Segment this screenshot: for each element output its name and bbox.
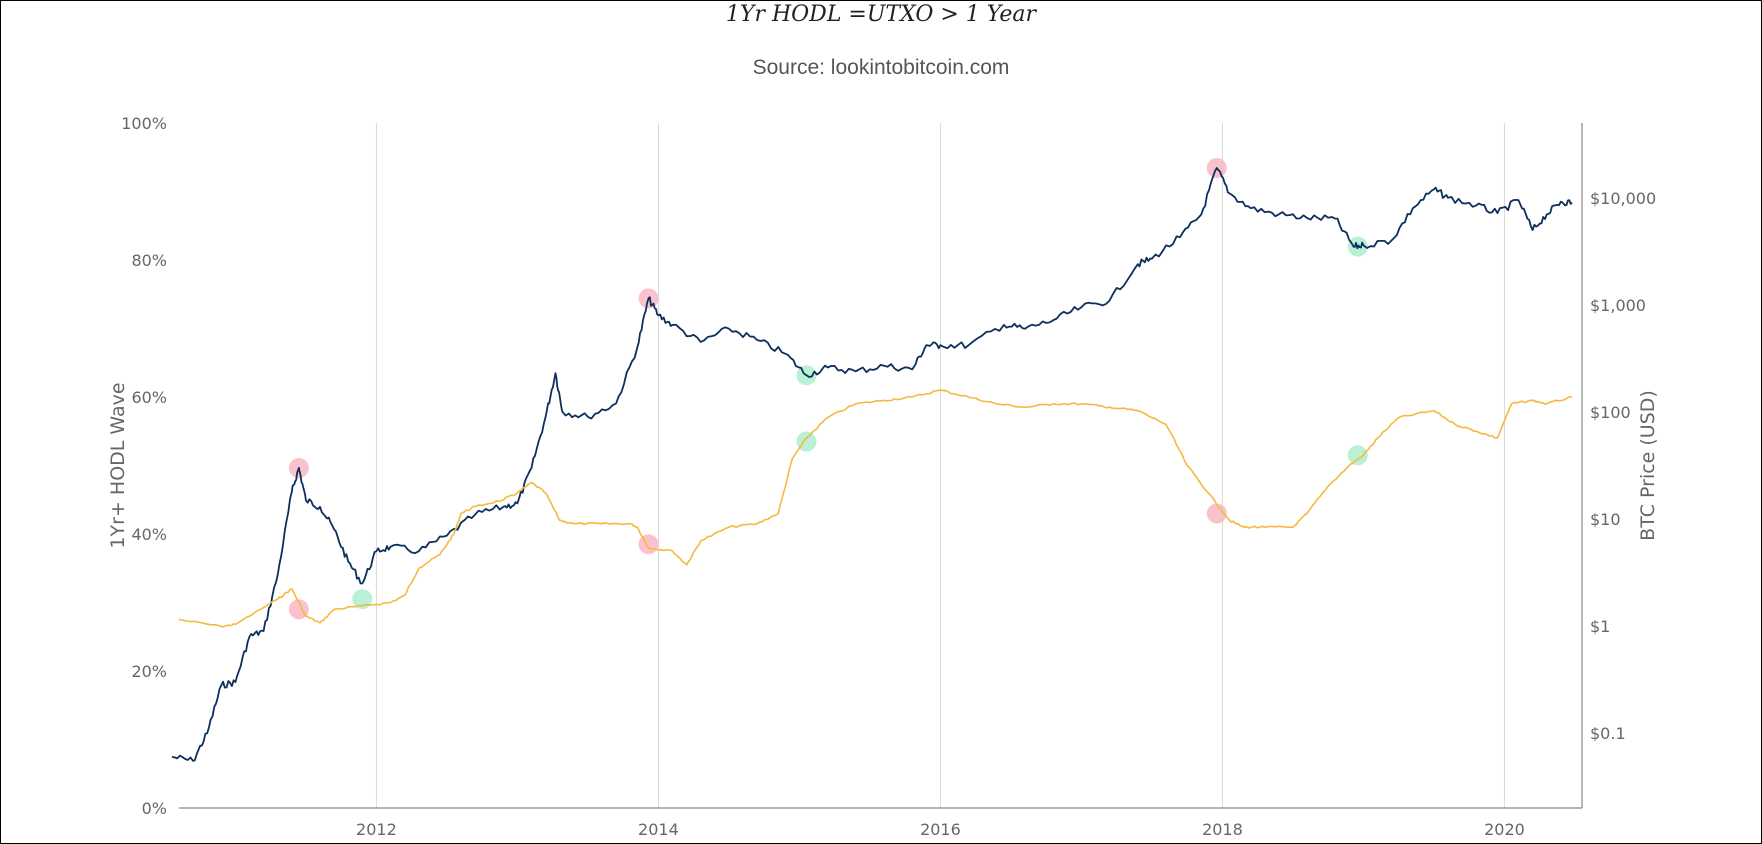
right-tick-label: $10 (1590, 510, 1621, 529)
x-tick-label: 2020 (1484, 820, 1525, 839)
left-tick-label: 60% (131, 388, 167, 407)
left-tick-label: 100% (121, 114, 167, 133)
cycle-top-marker (288, 599, 309, 620)
x-tick-label: 2012 (356, 820, 397, 839)
chart-title: 1Yr HODL =UTXO > 1 Year (725, 2, 1037, 27)
hodl-wave-line (178, 389, 1573, 628)
right-tick-label: $100 (1590, 403, 1631, 422)
right-tick-label: $1 (1590, 617, 1610, 636)
right-tick-label: $0.1 (1590, 724, 1626, 743)
right-tick-label: $10,000 (1590, 189, 1656, 208)
left-tick-label: 80% (131, 251, 167, 270)
right-axis-title: BTC Price (USD) (1637, 390, 1659, 541)
right-tick-label: $1,000 (1590, 296, 1646, 315)
chart-subtitle: Source: lookintobitcoin.com (752, 56, 1010, 79)
left-tick-label: 40% (131, 525, 167, 544)
cycle-bottom-marker (1347, 445, 1368, 466)
x-tick-label: 2018 (1202, 820, 1243, 839)
left-axis-title: 1Yr+ HODL Wave (107, 382, 129, 548)
x-tick-label: 2016 (920, 820, 961, 839)
left-tick-label: 20% (131, 662, 167, 681)
cycle-top-marker (638, 534, 659, 555)
left-tick-label: 0% (142, 799, 167, 818)
btc-price-line (171, 167, 1573, 762)
cycle-top-marker (1206, 503, 1227, 524)
x-tick-label: 2014 (638, 820, 679, 839)
